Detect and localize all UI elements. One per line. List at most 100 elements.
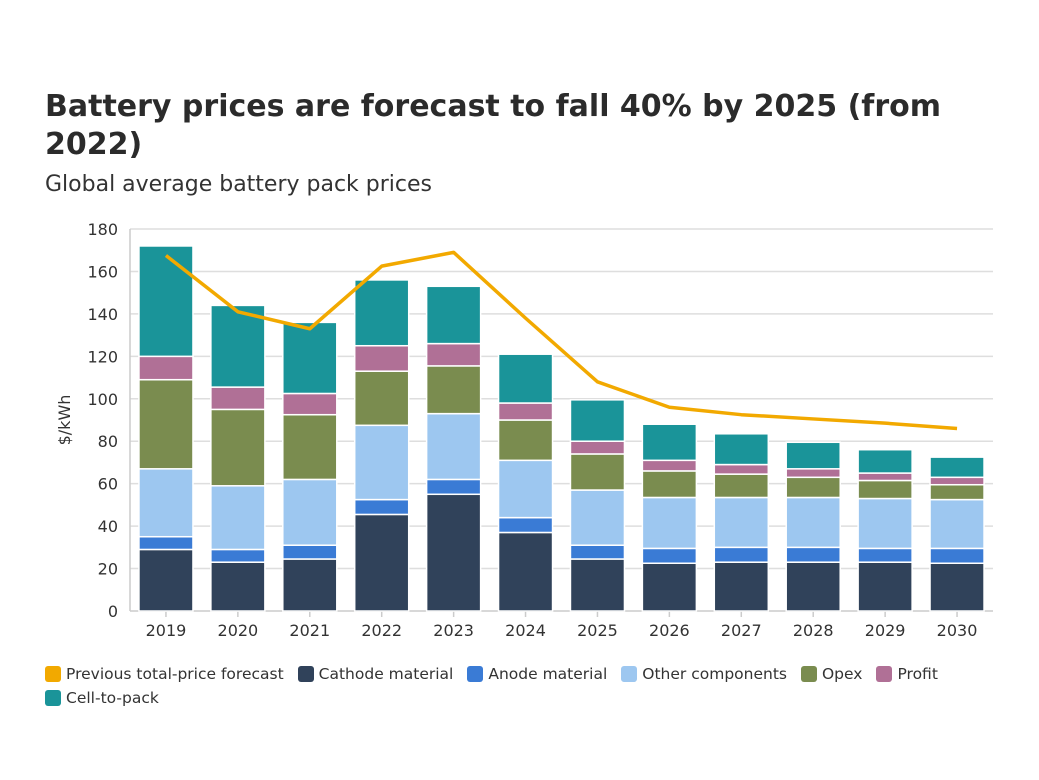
y-tick-label: 20 xyxy=(98,560,118,579)
bar-segment-other-components xyxy=(282,478,338,546)
y-tick-label: 160 xyxy=(87,262,118,281)
bar-segment-cell-to-pack xyxy=(282,321,338,395)
bar-segment-anode-material xyxy=(138,535,194,551)
x-tick-label: 2026 xyxy=(649,621,690,640)
bar-segment-cathode-material xyxy=(497,531,554,612)
y-tick-label: 140 xyxy=(87,305,118,324)
bar-segment-cell-to-pack xyxy=(210,304,266,388)
bar-segment-profit xyxy=(353,344,410,372)
bar-segment-opex xyxy=(857,479,913,500)
bar-segment-cathode-material xyxy=(569,558,626,612)
bar-segment-other-components xyxy=(785,496,841,549)
x-tick-label: 2027 xyxy=(721,621,762,640)
bar-segment-anode-material xyxy=(210,548,266,563)
bar-segment-profit xyxy=(282,392,338,416)
bar-segment-opex xyxy=(929,483,985,501)
bar-segment-cell-to-pack xyxy=(425,285,482,345)
legend-label: Anode material xyxy=(488,665,608,683)
y-tick-label: 60 xyxy=(98,475,118,494)
bar-segment-other-components xyxy=(497,459,554,519)
legend-item: Cathode material xyxy=(297,664,454,684)
bar-segment-other-components xyxy=(713,496,770,549)
y-axis-label: $/kWh xyxy=(55,395,74,446)
bar-segment-cathode-material xyxy=(138,548,194,612)
bar-segment-profit xyxy=(929,476,985,486)
bar-segment-cathode-material xyxy=(857,561,913,612)
bar-segment-anode-material xyxy=(785,546,841,563)
bar-segment-cell-to-pack xyxy=(641,423,698,462)
bar-segment-cathode-material xyxy=(713,561,770,612)
bar-segment-anode-material xyxy=(353,498,410,516)
bar-segment-other-components xyxy=(210,485,266,551)
bar-segment-cell-to-pack xyxy=(353,279,410,347)
bar-segment-cathode-material xyxy=(641,562,698,612)
bar-segment-cell-to-pack xyxy=(138,245,194,358)
x-tick-label: 2023 xyxy=(433,621,474,640)
bar-segment-opex xyxy=(497,419,554,462)
bar-segment-cell-to-pack xyxy=(785,441,841,470)
bar-segment-cathode-material xyxy=(353,513,410,612)
legend-item: Cell-to-pack xyxy=(45,688,991,708)
bar-segment-profit xyxy=(641,459,698,472)
y-tick-label: 180 xyxy=(87,220,118,239)
legend-item: Other components xyxy=(621,664,787,684)
bar-segment-cathode-material xyxy=(425,493,482,612)
legend-item: Previous total-price forecast xyxy=(45,664,284,684)
bar-segment-other-components xyxy=(425,412,482,481)
bar-segment-profit xyxy=(857,472,913,482)
legend-swatch xyxy=(45,690,61,706)
bar-segment-anode-material xyxy=(569,544,626,560)
bar-segment-anode-material xyxy=(497,516,554,534)
bar-segment-opex xyxy=(282,413,338,481)
bar-segment-opex xyxy=(641,470,698,499)
bar-segment-opex xyxy=(425,365,482,415)
y-tick-label: 100 xyxy=(87,390,118,409)
chart-title: Battery prices are forecast to fall 40% … xyxy=(45,89,942,162)
bar-segment-opex xyxy=(210,408,266,487)
bar-segment-other-components xyxy=(138,468,194,538)
bar-segment-cathode-material xyxy=(210,561,266,612)
legend-label: Previous total-price forecast xyxy=(66,665,284,683)
bar-segment-cathode-material xyxy=(929,562,985,612)
bar-segment-profit xyxy=(713,463,770,475)
bar-segment-anode-material xyxy=(929,547,985,565)
bar-segment-cell-to-pack xyxy=(497,353,554,404)
legend-item: Profit xyxy=(876,664,938,684)
bar-segment-opex xyxy=(713,473,770,499)
bar-segment-profit xyxy=(785,468,841,479)
bar-segment-other-components xyxy=(857,497,913,550)
legend-label: Other components xyxy=(642,665,787,683)
bar-segment-profit xyxy=(569,440,626,455)
bar-segment-cell-to-pack xyxy=(569,399,626,442)
x-tick-label: 2024 xyxy=(505,621,546,640)
bar-segment-profit xyxy=(138,355,194,381)
x-tick-label: 2025 xyxy=(577,621,618,640)
bar-segment-opex xyxy=(138,378,194,470)
legend-label: Opex xyxy=(821,665,863,683)
legend-swatch xyxy=(45,666,61,682)
bar-segment-anode-material xyxy=(857,547,913,563)
y-tick-label: 40 xyxy=(98,517,118,536)
bar-segment-anode-material xyxy=(425,478,482,496)
bar-segment-other-components xyxy=(353,424,410,501)
x-tick-label: 2021 xyxy=(289,621,330,640)
legend-label: Cathode material xyxy=(318,665,454,683)
bar-segment-other-components xyxy=(641,496,698,550)
chart-subtitle: Global average battery pack prices xyxy=(45,172,433,197)
bar-segment-cathode-material xyxy=(282,558,338,612)
bar-segment-cell-to-pack xyxy=(713,433,770,466)
y-tick-label: 80 xyxy=(98,432,118,451)
bar-segment-cell-to-pack xyxy=(857,448,913,474)
legend-item: Anode material xyxy=(467,664,607,684)
bar-segment-cathode-material xyxy=(785,561,841,612)
x-tick-label: 2019 xyxy=(146,621,187,640)
bar-segment-other-components xyxy=(929,498,985,550)
bar-segment-opex xyxy=(785,476,841,499)
bar-segment-opex xyxy=(569,453,626,491)
legend-swatch xyxy=(800,666,817,682)
bar-segment-anode-material xyxy=(282,544,338,560)
x-tick-label: 2020 xyxy=(218,621,259,640)
y-tick-label: 0 xyxy=(108,602,118,621)
legend-label: Profit xyxy=(897,665,938,683)
stacked-bar-chart: 0 20 40 60 80 100 120 140 160 180 $/kWh 2019 2020 202… xyxy=(55,220,993,640)
